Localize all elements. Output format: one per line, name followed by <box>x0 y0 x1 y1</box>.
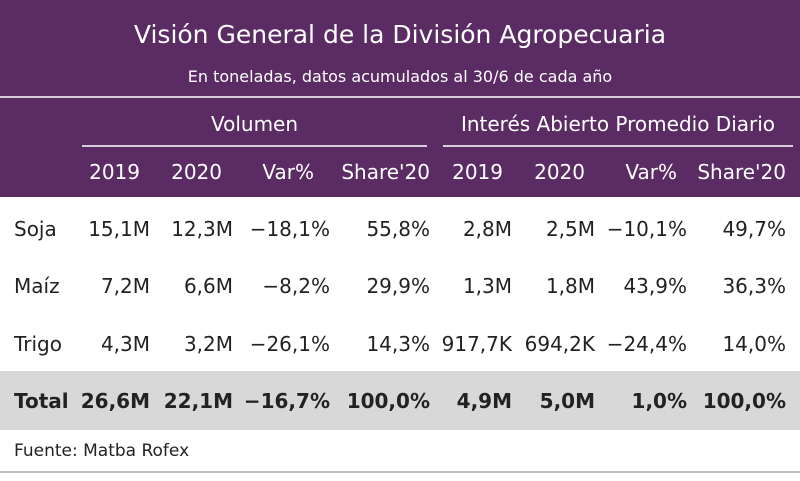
cell-value: 694,2K <box>524 332 595 356</box>
row-label: Soja <box>14 217 57 241</box>
title-divider <box>0 96 800 98</box>
col-header-vol-2020: 2020 <box>171 160 222 184</box>
cell-value: 4,3M <box>100 332 150 356</box>
col-header-oi-2020: 2020 <box>534 160 585 184</box>
cell-value: 917,7K <box>441 332 512 356</box>
col-header-oi-share: Share'20 <box>697 160 786 184</box>
cell-value: −24,4% <box>606 332 687 356</box>
total-value: 1,0% <box>631 389 687 413</box>
cell-value: 12,3M <box>171 217 233 241</box>
bottom-divider <box>0 471 800 473</box>
cell-value: 7,2M <box>100 274 150 298</box>
cell-value: 6,6M <box>183 274 233 298</box>
cell-value: 36,3% <box>722 274 786 298</box>
cell-value: 1,3M <box>462 274 512 298</box>
col-header-oi-2019: 2019 <box>452 160 503 184</box>
table-header: Visión General de la División Agropecuar… <box>0 0 800 197</box>
col-header-vol-2019: 2019 <box>89 160 140 184</box>
group-header-interes: Interés Abierto Promedio Diario <box>460 112 776 136</box>
total-label: Total <box>14 389 69 413</box>
col-header-vol-var: Var% <box>262 160 314 184</box>
total-value: 26,6M <box>80 389 150 413</box>
cell-value: 43,9% <box>623 274 687 298</box>
cell-value: 29,9% <box>366 274 430 298</box>
cell-value: 2,8M <box>462 217 512 241</box>
total-value: 100,0% <box>702 389 786 413</box>
row-label: Trigo <box>14 332 62 356</box>
table-subtitle: En toneladas, datos acumulados al 30/6 d… <box>187 67 613 86</box>
total-value: −16,7% <box>243 389 330 413</box>
cell-value: 15,1M <box>88 217 150 241</box>
group-divider-volumen <box>82 145 427 147</box>
group-divider-interes <box>443 145 793 147</box>
cell-value: 2,5M <box>545 217 595 241</box>
cell-value: 49,7% <box>722 217 786 241</box>
col-header-oi-var: Var% <box>625 160 677 184</box>
source-note: Fuente: Matba Rofex <box>14 441 190 461</box>
cell-value: −8,2% <box>262 274 330 298</box>
cell-value: 1,8M <box>545 274 595 298</box>
cell-value: 14,3% <box>366 332 430 356</box>
total-value: 4,9M <box>456 389 512 413</box>
table-title: Visión General de la División Agropecuar… <box>133 20 667 49</box>
col-header-vol-share: Share'20 <box>341 160 430 184</box>
cell-value: −26,1% <box>249 332 330 356</box>
cell-value: 14,0% <box>722 332 786 356</box>
total-value: 22,1M <box>163 389 233 413</box>
total-value: 5,0M <box>539 389 595 413</box>
total-row <box>0 371 800 430</box>
cell-value: 3,2M <box>183 332 233 356</box>
row-label: Maíz <box>14 274 60 298</box>
cell-value: −10,1% <box>606 217 687 241</box>
cell-value: 55,8% <box>366 217 430 241</box>
group-header-volumen: Volumen <box>210 112 299 136</box>
cell-value: −18,1% <box>249 217 330 241</box>
total-value: 100,0% <box>346 389 430 413</box>
